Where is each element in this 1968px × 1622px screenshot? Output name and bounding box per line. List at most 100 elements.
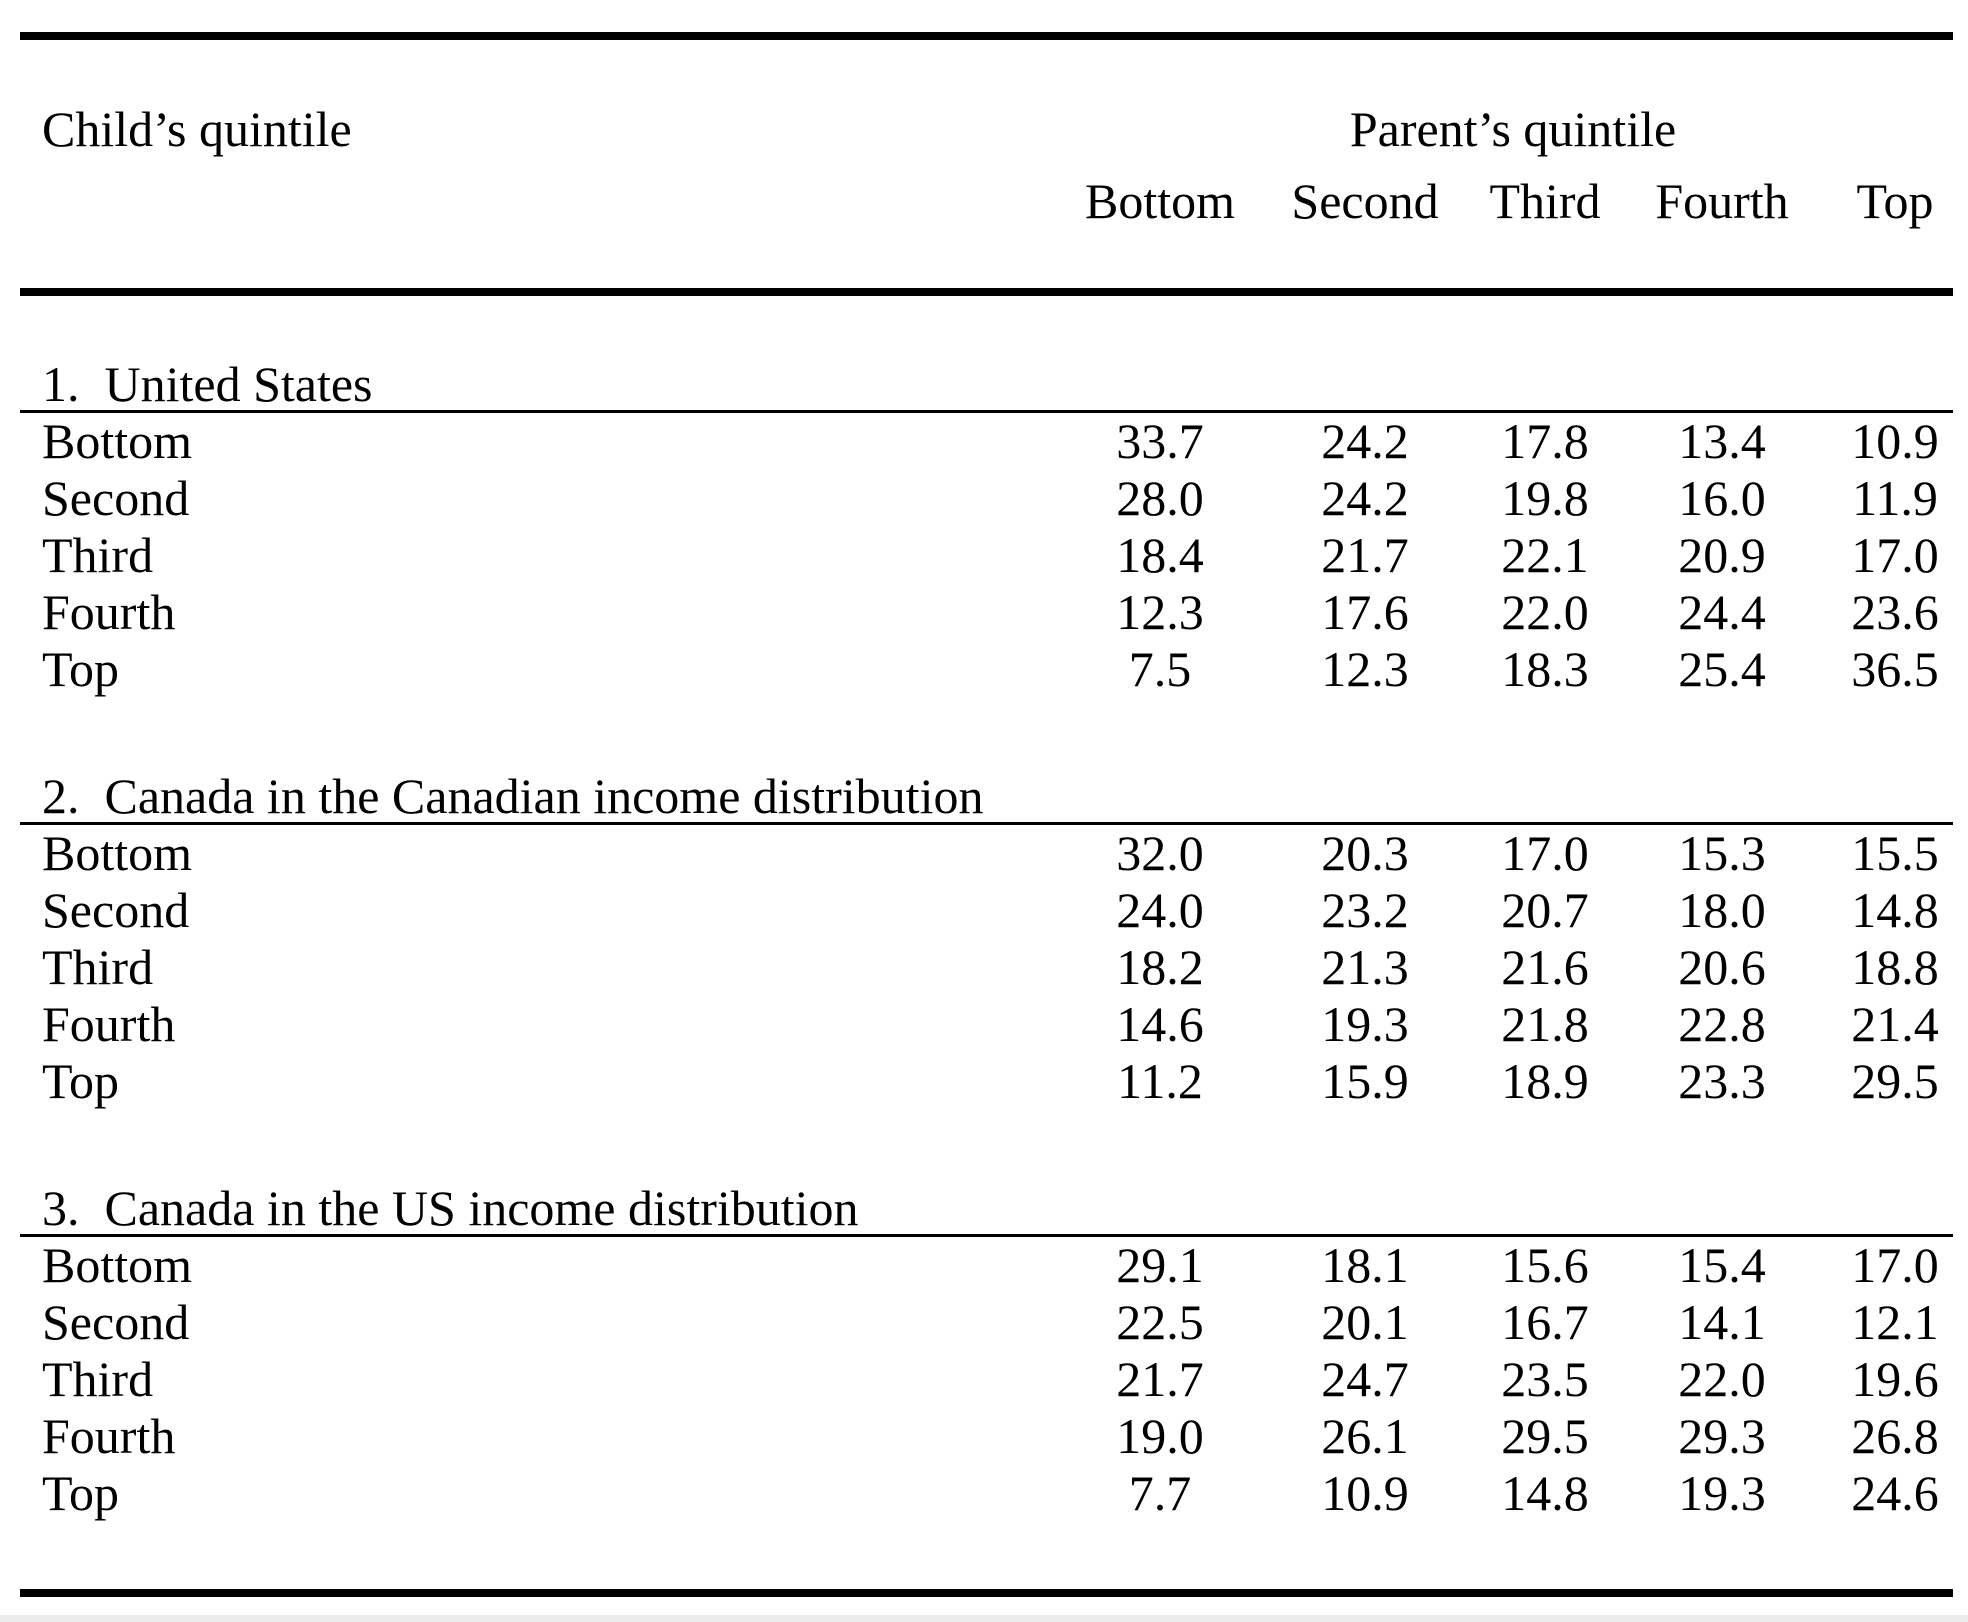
- row-label: Second: [42, 470, 190, 526]
- value-cell: 12.3: [1321, 641, 1409, 697]
- value-cell: 24.2: [1321, 413, 1409, 469]
- value-cell: 18.4: [1116, 527, 1204, 583]
- value-cell: 23.6: [1851, 584, 1939, 640]
- value-cell: 21.6: [1501, 939, 1589, 995]
- value-cell: 18.0: [1678, 882, 1766, 938]
- value-cell: 18.9: [1501, 1053, 1589, 1109]
- column-header-bottom: Bottom: [1084, 173, 1236, 229]
- value-cell: 26.1: [1321, 1408, 1409, 1464]
- row-label: Bottom: [42, 413, 193, 469]
- row-label: Third: [42, 1351, 154, 1407]
- value-cell: 24.0: [1116, 882, 1204, 938]
- value-cell: 15.4: [1678, 1237, 1766, 1293]
- column-header-row: Bottom Second Third Fourth Top: [20, 172, 1953, 230]
- row-label: Top: [42, 1465, 120, 1521]
- value-cell: 15.6: [1501, 1237, 1589, 1293]
- table-row: Bottom 29.1 18.1 15.6 15.4 17.0: [20, 1237, 1953, 1294]
- value-cell: 18.3: [1501, 641, 1589, 697]
- value-cell: 20.7: [1501, 882, 1589, 938]
- value-cell: 22.0: [1501, 584, 1589, 640]
- table-row: Second 24.0 23.2 20.7 18.0 14.8: [20, 882, 1953, 939]
- column-header-spacer: [20, 172, 1073, 230]
- row-label: Fourth: [42, 584, 176, 640]
- table-row: Top 7.7 10.9 14.8 19.3 24.6: [20, 1465, 1953, 1522]
- value-cell: 15.5: [1851, 825, 1939, 881]
- value-cell: 15.9: [1321, 1053, 1409, 1109]
- value-cell: 29.1: [1116, 1237, 1204, 1293]
- row-label: Second: [42, 1294, 190, 1350]
- value-cell: 19.3: [1321, 996, 1409, 1052]
- header-row-group: Child’s quintile Parent’s quintile: [20, 100, 1953, 158]
- page-edge-strip: [0, 1615, 1968, 1622]
- table-row: Third 21.7 24.7 23.5 22.0 19.6: [20, 1351, 1953, 1408]
- value-cell: 20.3: [1321, 825, 1409, 881]
- value-cell: 29.5: [1851, 1053, 1939, 1109]
- value-cell: 24.2: [1321, 470, 1409, 526]
- value-cell: 12.1: [1851, 1294, 1939, 1350]
- value-cell: 14.8: [1851, 882, 1939, 938]
- panel-rule: [20, 410, 1953, 413]
- value-cell: 23.3: [1678, 1053, 1766, 1109]
- value-cell: 12.3: [1116, 584, 1204, 640]
- value-cell: 22.1: [1501, 527, 1589, 583]
- value-cell: 21.4: [1851, 996, 1939, 1052]
- row-label: Bottom: [42, 825, 193, 881]
- value-cell: 10.9: [1321, 1465, 1409, 1521]
- panel-title: 2. Canada in the Canadian income distrib…: [42, 768, 984, 824]
- value-cell: 24.4: [1678, 584, 1766, 640]
- row-label: Fourth: [42, 1408, 176, 1464]
- value-cell: 26.8: [1851, 1408, 1939, 1464]
- value-cell: 17.0: [1501, 825, 1589, 881]
- table-row: Bottom 33.7 24.2 17.8 13.4 10.9: [20, 413, 1953, 470]
- value-cell: 14.1: [1678, 1294, 1766, 1350]
- value-cell: 21.3: [1321, 939, 1409, 995]
- value-cell: 10.9: [1851, 413, 1939, 469]
- column-header-fourth: Fourth: [1655, 173, 1789, 229]
- row-label: Bottom: [42, 1237, 193, 1293]
- table-row: Fourth 14.6 19.3 21.8 22.8 21.4: [20, 996, 1953, 1053]
- column-header-second: Second: [1291, 173, 1439, 229]
- parent-quintile-header: Parent’s quintile: [1349, 101, 1677, 157]
- value-cell: 11.2: [1117, 1053, 1203, 1109]
- value-cell: 15.3: [1678, 825, 1766, 881]
- value-cell: 29.3: [1678, 1408, 1766, 1464]
- value-cell: 23.2: [1321, 882, 1409, 938]
- column-header-top: Top: [1856, 173, 1934, 229]
- row-label: Third: [42, 939, 154, 995]
- table-row: Fourth 19.0 26.1 29.5 29.3 26.8: [20, 1408, 1953, 1465]
- table-row: Third 18.2 21.3 21.6 20.6 18.8: [20, 939, 1953, 996]
- value-cell: 22.0: [1678, 1351, 1766, 1407]
- row-label: Fourth: [42, 996, 176, 1052]
- value-cell: 17.8: [1501, 413, 1589, 469]
- value-cell: 18.1: [1321, 1237, 1409, 1293]
- table-row: Fourth 12.3 17.6 22.0 24.4 23.6: [20, 584, 1953, 641]
- value-cell: 22.5: [1116, 1294, 1204, 1350]
- value-cell: 7.7: [1128, 1465, 1192, 1521]
- value-cell: 11.9: [1852, 470, 1938, 526]
- value-cell: 25.4: [1678, 641, 1766, 697]
- header-rule: [20, 288, 1953, 296]
- value-cell: 18.8: [1851, 939, 1939, 995]
- value-cell: 36.5: [1851, 641, 1939, 697]
- value-cell: 24.7: [1321, 1351, 1409, 1407]
- row-label: Top: [42, 1053, 120, 1109]
- column-header-third: Third: [1489, 173, 1601, 229]
- table-row: Top 11.2 15.9 18.9 23.3 29.5: [20, 1053, 1953, 1110]
- value-cell: 21.7: [1321, 527, 1409, 583]
- value-cell: 32.0: [1116, 825, 1204, 881]
- row-label: Third: [42, 527, 154, 583]
- row-label: Second: [42, 882, 190, 938]
- value-cell: 22.8: [1678, 996, 1766, 1052]
- value-cell: 19.3: [1678, 1465, 1766, 1521]
- value-cell: 20.9: [1678, 527, 1766, 583]
- value-cell: 20.6: [1678, 939, 1766, 995]
- value-cell: 13.4: [1678, 413, 1766, 469]
- value-cell: 29.5: [1501, 1408, 1589, 1464]
- value-cell: 14.8: [1501, 1465, 1589, 1521]
- table-row: Second 22.5 20.1 16.7 14.1 12.1: [20, 1294, 1953, 1351]
- value-cell: 17.0: [1851, 527, 1939, 583]
- row-label: Top: [42, 641, 120, 697]
- child-quintile-header: Child’s quintile: [42, 101, 352, 157]
- table-panels: 1. United States Bottom 33.7 24.2 17.8 13.4 10…: [0, 358, 1968, 1522]
- value-cell: 19.6: [1851, 1351, 1939, 1407]
